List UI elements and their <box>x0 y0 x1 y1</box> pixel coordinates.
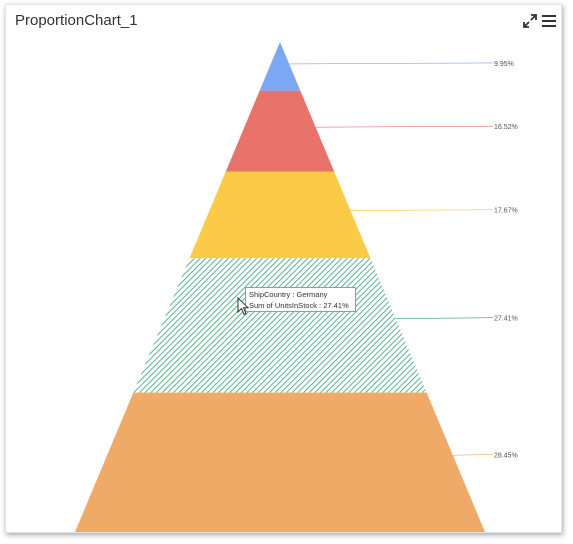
data-label-2: 16.52% <box>494 124 518 131</box>
data-label-4: 27.41% <box>494 316 518 323</box>
pyramid-segment-1[interactable] <box>259 42 301 91</box>
pyramid-segment-5[interactable] <box>75 392 485 532</box>
label-connector-3 <box>350 209 494 211</box>
tooltip-category-line: ShipCountry : Germany <box>249 290 328 299</box>
chart-tooltip: ShipCountry : Germany Sum of UnitsInStoc… <box>245 287 356 312</box>
data-label-3: 17.67% <box>494 208 518 215</box>
mouse-pointer-icon <box>237 297 250 316</box>
expand-arrows-icon[interactable] <box>523 14 537 28</box>
pyramid-segment-2[interactable] <box>225 90 335 172</box>
label-connector-2 <box>315 125 494 128</box>
data-label-5: 28.45% <box>494 452 518 459</box>
label-connector-1 <box>287 62 494 65</box>
tooltip-value-line: Sum of UnitsInStock : 27.41% <box>249 301 349 310</box>
pyramid-segment-4[interactable] <box>133 258 427 393</box>
pyramid-chart: 9.95% 16.52% 17.67% 27.41% 28.45% <box>75 42 518 532</box>
hamburger-menu-icon[interactable] <box>541 13 557 29</box>
label-connector-5 <box>452 454 494 456</box>
widget-title: ProportionChart_1 <box>15 12 138 29</box>
data-label-1: 9.95% <box>494 61 514 68</box>
proportion-chart-widget: ProportionChart_1 9.95% 16.52% 17.67% 27.41… <box>5 4 562 533</box>
label-connector-4 <box>395 317 494 320</box>
pyramid-segment-3[interactable] <box>189 171 371 259</box>
